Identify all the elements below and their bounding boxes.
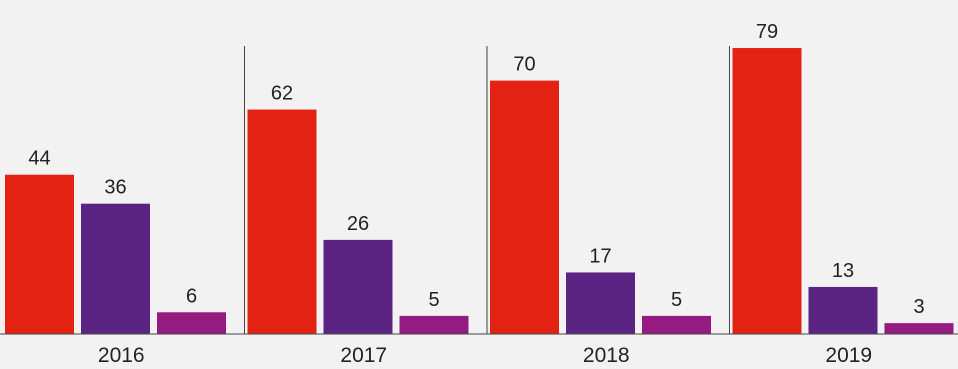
bar-2016-series-2 [81,203,150,334]
value-label-2019-series-1: 79 [756,21,778,43]
value-label-2017-series-3: 5 [428,289,439,311]
value-label-2019-series-3: 3 [913,296,924,318]
bar-2018-series-1 [490,80,559,334]
value-labels: 44 36 6 62 26 5 70 17 5 79 13 3 [28,21,924,318]
bar-2016-series-3 [157,312,226,334]
value-label-2017-series-1: 62 [271,83,293,105]
bar-2018-series-3 [642,315,711,334]
bars [5,48,954,335]
bar-2016-series-1 [5,174,74,334]
value-label-2016-series-2: 36 [104,177,126,199]
bar-2019-series-3 [884,323,954,334]
value-label-2018-series-1: 70 [513,54,535,76]
value-label-2017-series-2: 26 [347,213,369,235]
value-label-2016-series-1: 44 [28,148,50,170]
bar-2017-series-3 [399,315,469,334]
bar-2017-series-2 [323,239,393,334]
x-tick-label-2016: 2016 [98,344,145,367]
bar-2019-series-2 [808,286,878,334]
bar-2019-series-1 [732,48,802,335]
group-dividers [244,46,730,334]
value-label-2018-series-2: 17 [589,245,611,267]
bar-2017-series-1 [247,109,317,334]
x-tick-label-2019: 2019 [825,344,872,367]
x-tick-label-2018: 2018 [583,344,630,367]
value-label-2019-series-2: 13 [832,260,854,282]
x-tick-label-2017: 2017 [340,344,387,367]
value-label-2018-series-3: 5 [671,289,682,311]
bar-2018-series-2 [566,272,635,334]
value-label-2016-series-3: 6 [186,285,197,307]
x-tick-labels: 2016 2017 2018 2019 [98,344,872,367]
